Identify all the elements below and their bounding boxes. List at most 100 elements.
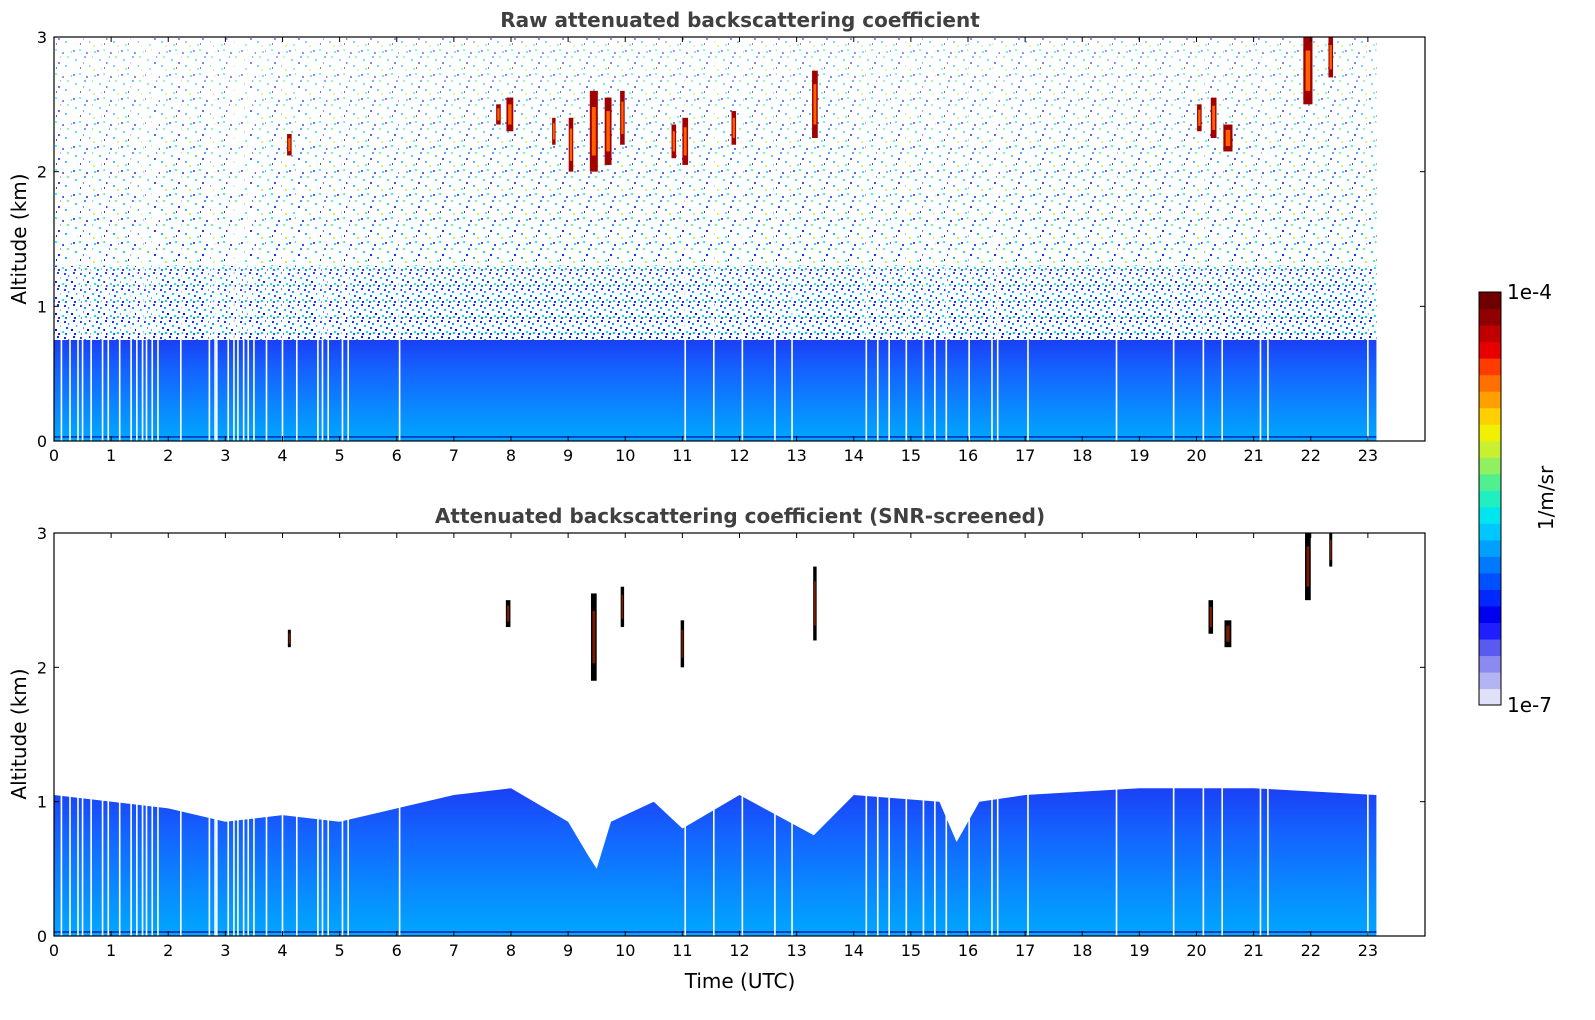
dropout-line — [77, 774, 79, 936]
colorbar-swatch — [1479, 457, 1501, 475]
dropout-line — [905, 774, 908, 936]
dropout-line — [151, 37, 154, 441]
x-tick-label: 10 — [615, 941, 635, 960]
cloud-feature-core — [1226, 625, 1230, 642]
cloud-feature-core — [681, 629, 684, 658]
dropout-line — [1267, 774, 1269, 936]
dropout-line — [888, 774, 890, 936]
dropout-line — [684, 37, 687, 441]
colorbar-swatch — [1479, 325, 1501, 343]
x-tick-label: 15 — [901, 446, 921, 465]
x-tick-label: 17 — [1015, 941, 1035, 960]
dropout-line — [69, 37, 71, 441]
dropout-line — [136, 774, 138, 936]
dropout-line — [1267, 37, 1269, 441]
colorbar-swatch — [1479, 506, 1501, 524]
x-tick-label: 2 — [163, 941, 173, 960]
x-tick-label: 6 — [392, 446, 402, 465]
dropout-line — [281, 37, 284, 441]
dropout-line — [253, 774, 255, 936]
dropout-line — [317, 774, 319, 936]
dropout-line — [922, 774, 925, 936]
dropout-line — [216, 774, 218, 936]
dropout-line — [1259, 37, 1262, 441]
cloud-feature-core — [732, 117, 735, 138]
dropout-line — [227, 37, 230, 441]
x-tick-label: 19 — [1129, 446, 1149, 465]
dropout-line — [90, 774, 92, 936]
x-tick-label: 11 — [672, 446, 692, 465]
cloud-feature-core — [1306, 546, 1310, 587]
x-tick-label: 7 — [449, 446, 459, 465]
x-tick-label: 0 — [49, 446, 59, 465]
dropout-line — [991, 37, 993, 441]
dropout-line — [1367, 774, 1369, 936]
x-tick-label: 16 — [958, 446, 978, 465]
dropout-line — [60, 37, 63, 441]
colorbar-swatch — [1479, 440, 1501, 458]
dropout-line — [281, 774, 284, 936]
dropout-line — [996, 37, 999, 441]
dropout-line — [208, 774, 211, 936]
dropout-line — [214, 37, 216, 441]
cloud-feature-core — [1212, 105, 1216, 130]
x-tick-label: 5 — [335, 446, 345, 465]
dropout-line — [347, 774, 349, 936]
dropout-line — [136, 37, 138, 441]
x-tick-label: 13 — [786, 446, 806, 465]
dropout-line — [237, 37, 239, 441]
dropout-line — [118, 774, 121, 936]
x-tick-label: 3 — [220, 941, 230, 960]
dropout-line — [237, 774, 239, 936]
panel2-plot-area — [54, 533, 1377, 936]
dropout-line — [1202, 774, 1205, 936]
dropout-line — [107, 37, 110, 441]
x-tick-label: 23 — [1358, 446, 1378, 465]
dropout-line — [996, 774, 999, 936]
x-tick-label: 20 — [1186, 446, 1206, 465]
colorbar-swatch — [1479, 556, 1501, 574]
colorbar-swatch — [1479, 391, 1501, 409]
cloud-feature-core — [288, 138, 291, 152]
dropout-line — [208, 37, 211, 441]
dropout-line — [180, 774, 182, 936]
y-tick-label: 2 — [37, 658, 47, 677]
colorbar-swatch — [1479, 539, 1501, 557]
x-tick-label: 3 — [220, 446, 230, 465]
dropout-line — [741, 37, 744, 441]
dropout-line — [327, 37, 329, 441]
colorbar-swatch — [1479, 490, 1501, 508]
raw-boundary-layer — [54, 340, 1377, 441]
dropout-line — [1115, 37, 1118, 441]
dropout-line — [876, 774, 879, 936]
colorbar-swatches — [1479, 292, 1501, 706]
dropout-line — [321, 774, 324, 936]
dropout-line — [141, 37, 144, 441]
screened-backscatter-panel: Attenuated backscattering coefficient (S… — [7, 504, 1426, 993]
cloud-feature-core — [1329, 539, 1332, 560]
x-tick-label: 20 — [1186, 941, 1206, 960]
dropout-line — [77, 37, 79, 441]
colorbar-swatch — [1479, 292, 1501, 310]
x-tick-label: 14 — [844, 446, 864, 465]
dropout-line — [130, 37, 132, 441]
dropout-line — [905, 37, 908, 441]
dropout-line — [934, 774, 936, 936]
dropout-line — [968, 774, 970, 936]
cloud-feature-core — [552, 123, 555, 140]
dropout-line — [242, 37, 245, 441]
cloud-feature-core — [1198, 109, 1201, 126]
cloud-feature-core — [606, 111, 610, 152]
dropout-line — [922, 37, 925, 441]
x-tick-label: 8 — [506, 941, 516, 960]
dropout-line — [865, 37, 868, 441]
colorbar-swatch — [1479, 523, 1501, 541]
colorbar-frame — [1478, 291, 1502, 706]
dropout-line — [265, 37, 268, 441]
x-tick-label: 14 — [844, 941, 864, 960]
colorbar-max-label: 1e-4 — [1507, 280, 1552, 304]
dropout-line — [81, 774, 84, 936]
colorbar-swatch — [1479, 688, 1501, 706]
dropout-line — [247, 774, 250, 936]
